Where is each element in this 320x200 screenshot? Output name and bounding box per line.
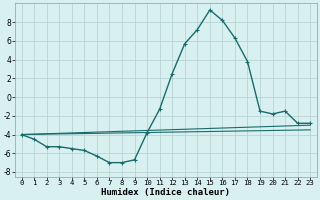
X-axis label: Humidex (Indice chaleur): Humidex (Indice chaleur) bbox=[101, 188, 230, 197]
